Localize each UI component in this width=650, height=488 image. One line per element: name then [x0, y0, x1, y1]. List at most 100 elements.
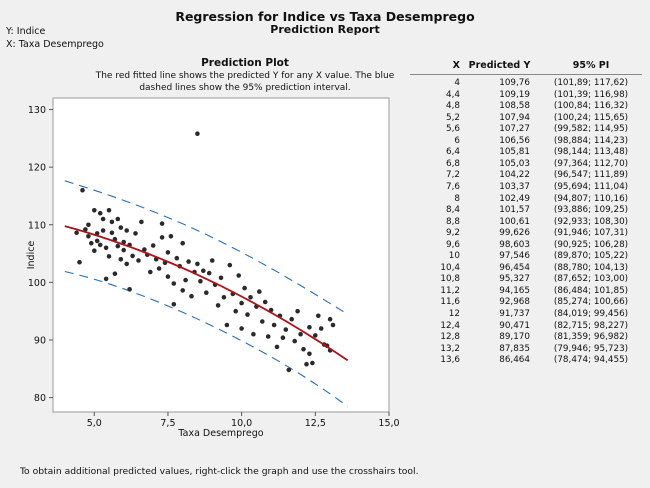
cell-x: 13,6 — [440, 355, 460, 366]
cell-pi: (94,807; 110,16) — [553, 193, 629, 204]
table-row: 12,4 90,471 (82,715; 98,227) — [410, 321, 642, 332]
data-point — [245, 312, 250, 317]
cell-pi: (86,484; 101,85) — [553, 285, 629, 296]
cell-predicted-y: 95,327 — [499, 274, 530, 285]
y-tick-label: 120 — [28, 163, 46, 174]
table-row: 6,4 105,81 (98,144; 113,48) — [410, 147, 642, 158]
data-point — [206, 270, 212, 276]
cell-x: 10,4 — [440, 262, 460, 273]
x-tick-label: 5,0 — [87, 418, 102, 429]
y-tick-label: 90 — [34, 335, 46, 346]
data-point — [89, 240, 94, 246]
x-tick-label: 15,0 — [378, 418, 399, 429]
table-row: 9,2 99,626 (91,946; 107,31) — [410, 228, 642, 239]
data-point — [204, 290, 209, 296]
plot-description-line: dashed lines show the 95% prediction int… — [139, 83, 351, 93]
data-point — [313, 333, 318, 338]
data-point — [124, 228, 129, 233]
cell-predicted-y: 89,170 — [499, 332, 530, 343]
cell-predicted-y: 98,603 — [499, 239, 530, 250]
cell-predicted-y: 92,968 — [499, 297, 530, 308]
table-row: 12,8 89,170 (81,359; 96,982) — [410, 332, 642, 343]
cell-predicted-y: 101,57 — [499, 205, 530, 216]
table-row: 8,8 100,61 (92,933; 108,30) — [410, 217, 642, 228]
cell-predicted-y: 106,56 — [499, 135, 530, 146]
data-point — [257, 289, 262, 294]
table-row: 13,2 87,835 (79,946; 95,723) — [410, 344, 642, 355]
data-point — [215, 303, 221, 308]
data-point — [100, 228, 106, 233]
y-tick-label: 110 — [28, 220, 46, 231]
cell-pi: (91,946; 107,31) — [553, 228, 629, 239]
cell-x: 9,6 — [446, 239, 460, 250]
cell-pi: (82,715; 98,227) — [553, 320, 629, 331]
cell-x: 12,8 — [440, 332, 460, 343]
cell-predicted-y: 96,454 — [499, 262, 530, 273]
table-row: 10,8 95,327 (87,652; 103,00) — [410, 274, 642, 285]
data-point — [74, 230, 79, 236]
cell-predicted-y: 103,37 — [499, 181, 530, 192]
data-point — [248, 295, 253, 300]
data-point — [236, 273, 241, 278]
data-point — [318, 326, 324, 331]
x-tick-label: 7,5 — [160, 418, 175, 429]
table-header: X Predicted Y 95% PI — [410, 60, 642, 72]
data-point — [94, 238, 100, 244]
cell-predicted-y: 104,22 — [499, 170, 530, 181]
cell-x: 8,8 — [446, 216, 460, 227]
fitted-line — [64, 225, 349, 362]
data-point — [136, 258, 141, 263]
cell-predicted-y: 97,546 — [499, 251, 530, 262]
cell-x: 10 — [448, 251, 460, 262]
y-tick-label: 130 — [28, 105, 46, 116]
data-point — [80, 187, 85, 193]
y-tick-label: 100 — [28, 278, 46, 289]
x-axis-label: Taxa Desemprego — [177, 428, 263, 439]
y-tick-label: 80 — [34, 393, 46, 404]
cell-pi: (101,89; 117,62) — [553, 78, 629, 88]
y-axis-label: Indice — [26, 241, 37, 270]
header-x: X — [452, 60, 460, 71]
data-point — [262, 299, 268, 305]
data-point — [251, 331, 256, 337]
report-subtitle: Prediction Report — [270, 23, 380, 36]
footer-note: To obtain additional predicted values, r… — [20, 466, 419, 477]
cell-pi: (100,24; 115,65) — [553, 112, 629, 123]
table-header-rule — [410, 74, 642, 75]
cell-pi: (99,582; 114,95) — [553, 124, 629, 135]
data-point — [156, 266, 162, 271]
data-point — [112, 271, 118, 277]
cell-pi: (98,884; 114,23) — [553, 135, 629, 146]
cell-pi: (101,39; 116,98) — [553, 89, 629, 100]
data-point — [195, 261, 200, 267]
data-point — [307, 351, 312, 357]
cell-pi: (95,694; 111,04) — [553, 181, 629, 192]
cell-predicted-y: 87,835 — [499, 343, 530, 354]
data-point — [327, 316, 333, 322]
table-row: 4,8 108,58 (100,84; 116,32) — [410, 101, 642, 112]
table-row: 10,4 96,454 (88,780; 104,13) — [410, 263, 642, 274]
data-point — [121, 247, 126, 253]
x-tick-label: 10,0 — [231, 418, 252, 429]
data-point — [159, 221, 165, 226]
cell-pi: (97,364; 112,70) — [553, 158, 629, 169]
cell-predicted-y: 109,76 — [499, 78, 530, 88]
data-point — [304, 361, 309, 367]
data-point — [201, 268, 206, 274]
cell-pi: (85,274; 100,66) — [553, 297, 629, 308]
cell-predicted-y: 100,61 — [499, 216, 530, 227]
cell-pi: (81,359; 96,982) — [553, 332, 629, 343]
data-point — [316, 313, 321, 319]
data-point — [307, 325, 312, 330]
data-point — [180, 240, 185, 246]
table-row: 7,6 103,37 (95,694; 111,04) — [410, 182, 642, 193]
data-point — [209, 258, 215, 263]
cell-predicted-y: 109,19 — [499, 89, 530, 100]
header-predicted-y: Predicted Y — [468, 60, 531, 71]
data-point — [186, 259, 191, 264]
data-point — [301, 346, 306, 352]
pi-upper-line — [64, 180, 348, 315]
cell-x: 6,4 — [446, 147, 460, 158]
plot-description: The red fitted line shows the predicted … — [60, 70, 430, 94]
